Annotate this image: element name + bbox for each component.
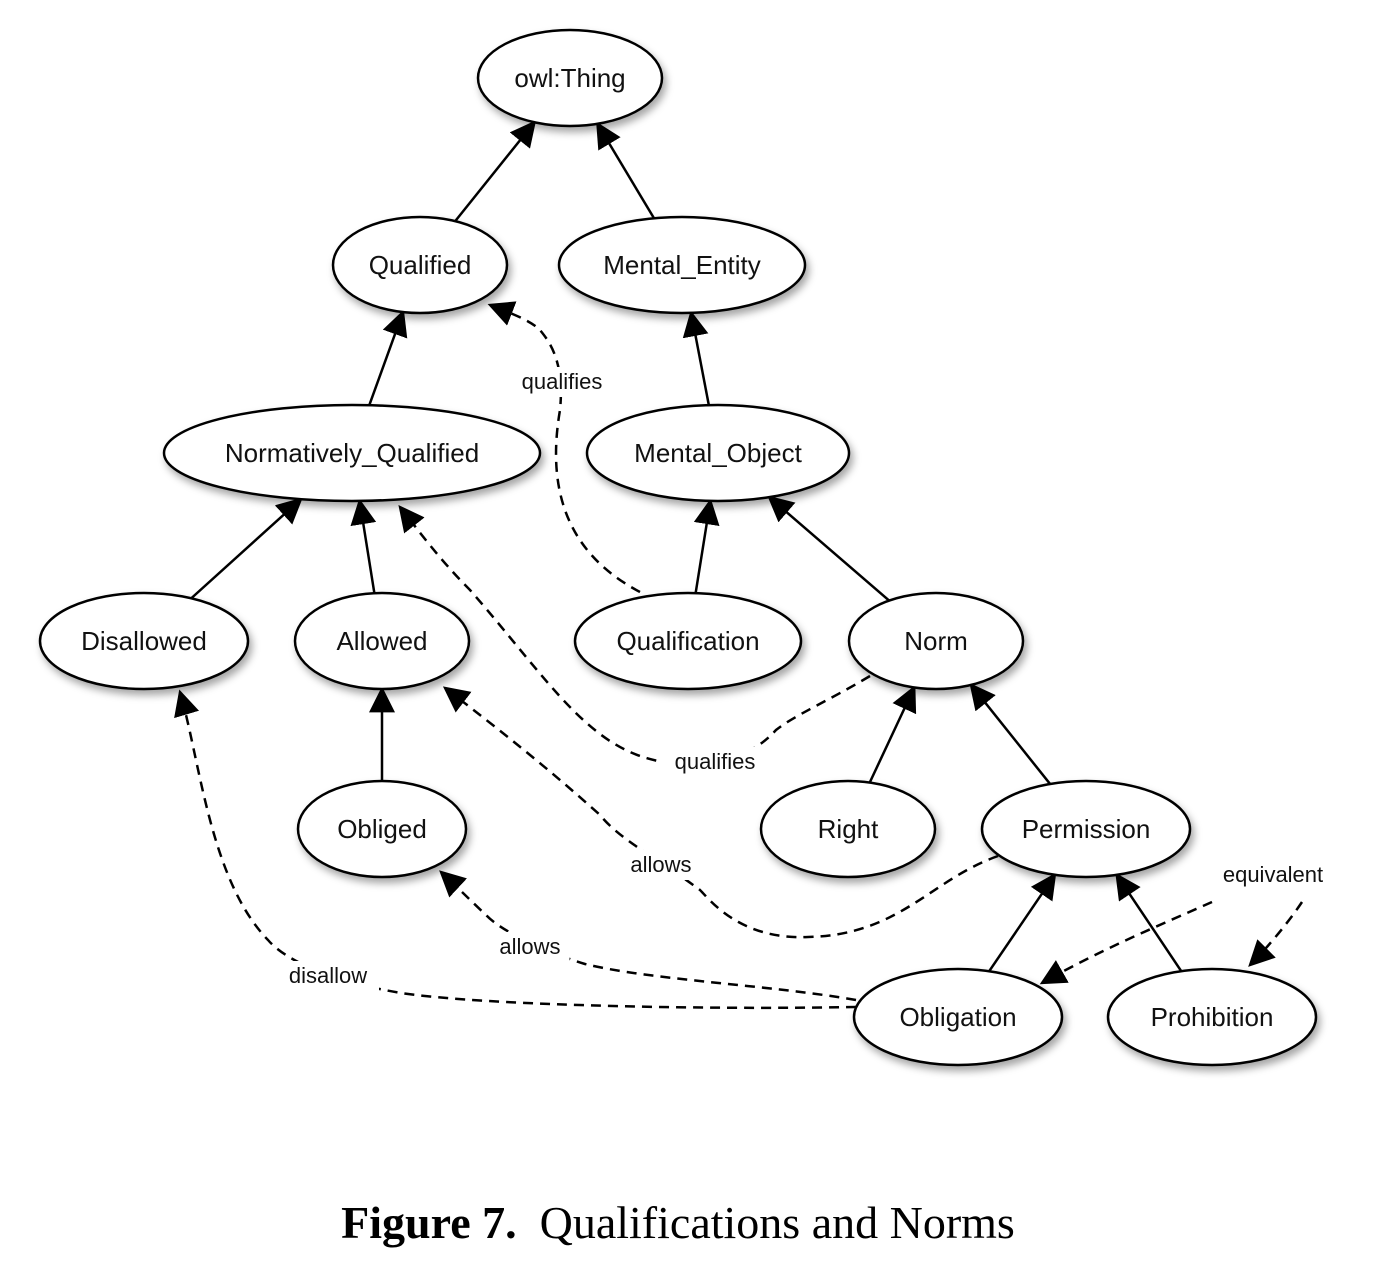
node-label: Obliged (337, 814, 427, 844)
node-mental-object: Mental_Object (585, 403, 851, 503)
node-label: Mental_Entity (603, 250, 761, 280)
node-ellipse (331, 215, 509, 315)
node-allowed: Allowed (293, 591, 471, 691)
edge-label-disallow: disallow (289, 963, 367, 988)
node-ellipse (557, 215, 807, 315)
relation-edge-permission-to-allowed (442, 686, 999, 939)
node-ellipse (162, 403, 542, 503)
figure-caption: Figure 7. Qualifications and Norms (0, 1196, 1356, 1249)
subclass-edge-obligation-to-permission (988, 872, 1057, 972)
node-ellipse (847, 591, 1025, 691)
edge-labels-layer: qualifies qualifies allows allows disallow eq… (277, 367, 1336, 991)
node-label: owl:Thing (514, 63, 625, 93)
node-owl-thing: owl:Thing (476, 28, 664, 128)
edge-label-background (1210, 860, 1336, 890)
node-ellipse (38, 591, 250, 691)
edge-label-background (277, 961, 379, 991)
node-permission: Permission (980, 779, 1192, 879)
subclass-edge-mental_object-to-mental_entity (682, 310, 711, 406)
node-ellipse (1106, 967, 1318, 1067)
node-label: Prohibition (1151, 1002, 1274, 1032)
node-prohibition: Prohibition (1106, 967, 1318, 1067)
relation-edge-norm-to-normatively_qualified (398, 504, 871, 766)
figure-title: Qualifications and Norms (539, 1197, 1015, 1248)
edge-label-background (621, 850, 701, 880)
subclass-edge-qualified-to-owl_thing (454, 120, 537, 222)
ontology-diagram: owl:Thing Qualified Mental_Entity Normative… (38, 28, 1336, 1067)
edge-label-allows: allows (499, 934, 560, 959)
node-label: Permission (1022, 814, 1151, 844)
node-ellipse (476, 28, 664, 128)
node-ellipse (585, 403, 851, 503)
node-qualified: Qualified (331, 215, 509, 315)
edge-label-equivalent: equivalent (1223, 862, 1323, 887)
node-ellipse (980, 779, 1192, 879)
node-label: Mental_Object (634, 438, 802, 468)
node-label: Disallowed (81, 626, 207, 656)
node-ellipse (852, 967, 1064, 1067)
node-label: Allowed (336, 626, 427, 656)
subclass-edge-qualification-to-mental_object (693, 498, 720, 594)
edge-label-background (505, 367, 619, 397)
node-label: Norm (904, 626, 968, 656)
relation-edge-prohibition-obligation-part-2 (1039, 900, 1213, 985)
node-right: Right (759, 779, 937, 879)
subclass-edge-allowed-to-normatively_qualified (350, 498, 377, 594)
figure-number: Figure 7. (341, 1197, 517, 1248)
edge-label-allows: allows (630, 852, 691, 877)
node-normatively-qualified: Normatively_Qualified (162, 403, 542, 503)
node-label: Obligation (899, 1002, 1016, 1032)
edge-label-background (658, 747, 772, 777)
node-ellipse (573, 591, 803, 691)
node-obliged: Obliged (296, 779, 468, 879)
subclass-edge-norm-to-mental_object (767, 495, 890, 602)
relation-edge-prohibition-obligation-part-1 (1248, 901, 1304, 967)
subclass-edge-mental_entity-to-owl_thing (596, 121, 656, 219)
node-qualification: Qualification (573, 591, 803, 691)
subclass-edge-disallowed-to-normatively_qualified (190, 497, 303, 600)
edge-label-qualifies: qualifies (675, 749, 756, 774)
subclass-edge-normatively_qualified-to-qualified (368, 309, 408, 406)
edge-label-qualifies: qualifies (522, 369, 603, 394)
subclass-edge-right-to-norm (868, 685, 917, 784)
nodes-layer: owl:Thing Qualified Mental_Entity Normative… (38, 28, 1318, 1067)
node-label: Normatively_Qualified (225, 438, 479, 468)
node-label: Qualified (369, 250, 472, 280)
subclass-edge-permission-to-norm (969, 682, 1052, 785)
node-label: Qualification (616, 626, 759, 656)
node-mental-entity: Mental_Entity (557, 215, 807, 315)
edges-layer (174, 120, 1304, 1010)
node-ellipse (296, 779, 468, 879)
node-obligation: Obligation (852, 967, 1064, 1067)
relation-edge-obligation-to-obliged (439, 870, 857, 1002)
subclass-edge-prohibition-to-permission (1115, 872, 1183, 972)
edge-label-background (490, 932, 570, 962)
node-label: Right (818, 814, 879, 844)
node-ellipse (759, 779, 937, 879)
node-ellipse (293, 591, 471, 691)
node-norm: Norm (847, 591, 1025, 691)
node-disallowed: Disallowed (38, 591, 250, 691)
